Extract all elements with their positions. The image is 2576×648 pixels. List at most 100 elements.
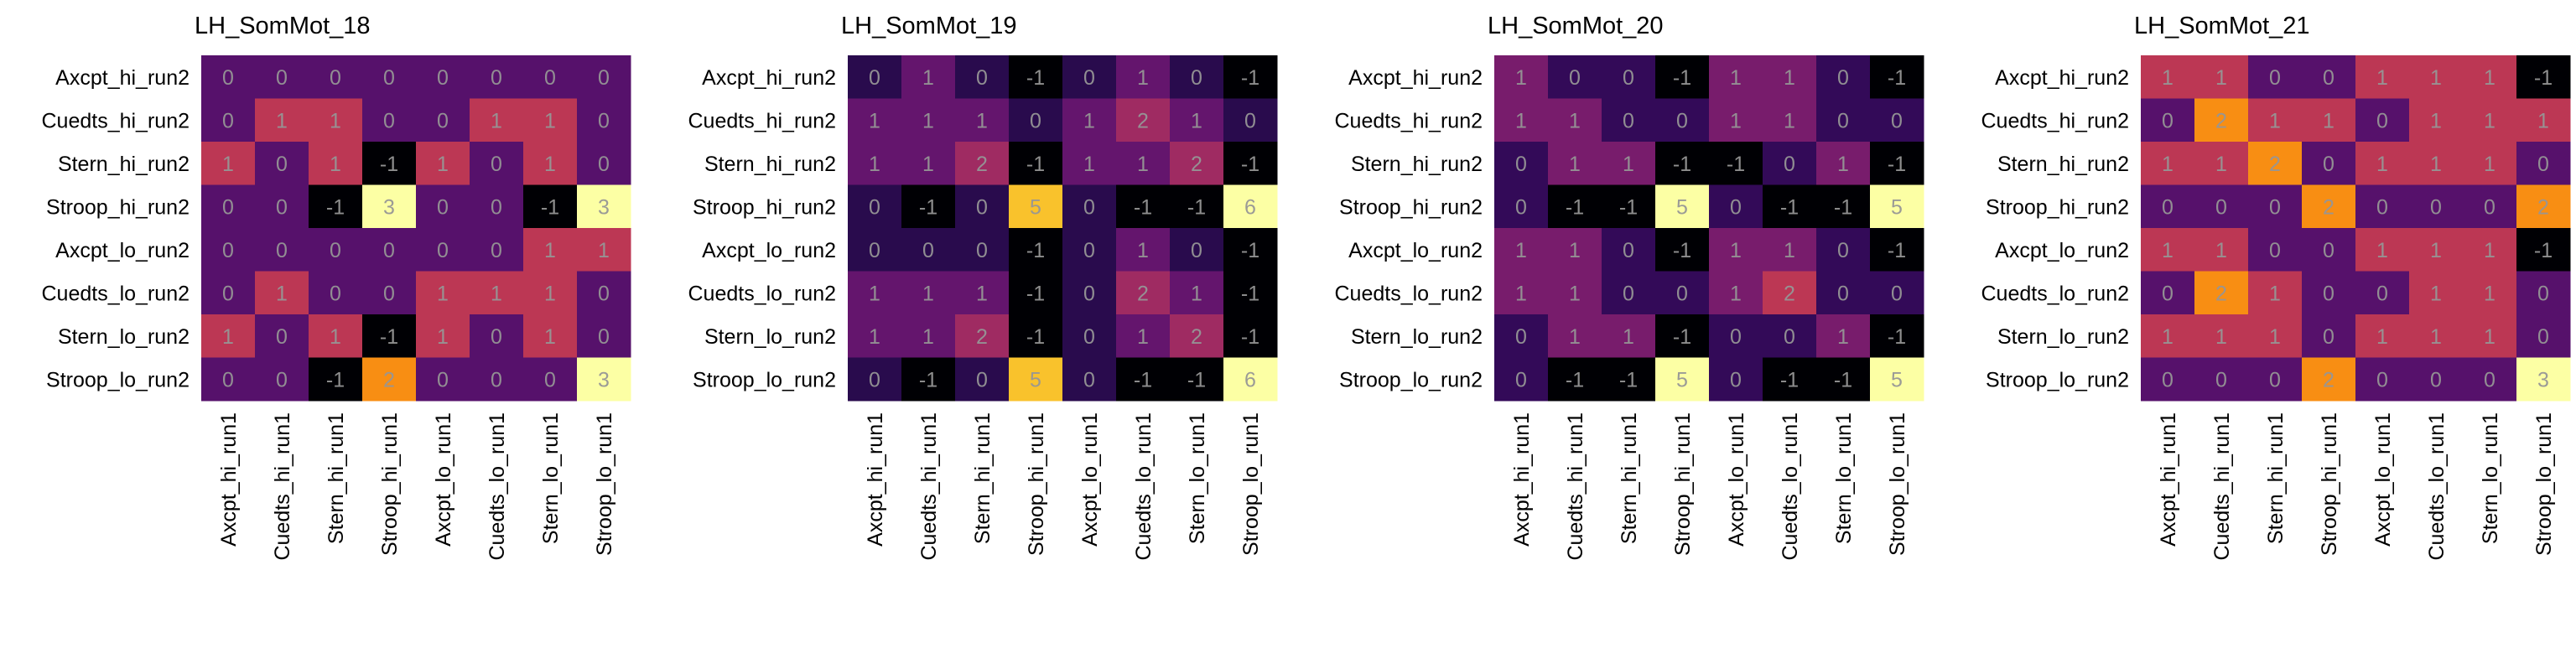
- cell-value-label: 1: [2484, 66, 2496, 90]
- panel-title: LH_SomMot_19: [841, 13, 1017, 39]
- cell-value-label: 1: [1623, 325, 1634, 349]
- cell-value-label: 0: [1891, 109, 1903, 132]
- heatmap-cell: [1870, 55, 1924, 99]
- column-label: Axcpt_lo_run1: [432, 412, 455, 547]
- heatmap-cell: [1009, 228, 1063, 272]
- cell-value-label: 1: [544, 239, 556, 262]
- cell-value-label: 0: [222, 195, 234, 219]
- heatmap-cell: [848, 55, 902, 99]
- heatmap-cell: [1548, 98, 1602, 143]
- cell-value-label: 0: [222, 368, 234, 391]
- heatmap-cell: [416, 357, 470, 402]
- heatmap-cell: [523, 271, 578, 315]
- heatmap-cell: [416, 142, 470, 185]
- heatmap-cell: [577, 98, 631, 143]
- cell-value-label: 1: [544, 109, 556, 132]
- heatmap-cell: [1816, 184, 1871, 229]
- cell-value-label: 0: [1515, 325, 1527, 349]
- heatmap-cell: [1870, 98, 1924, 143]
- heatmap-cell: [1548, 271, 1602, 315]
- cell-value-label: 0: [2269, 368, 2281, 391]
- heatmap-cell: [2409, 55, 2464, 99]
- cell-value-label: 2: [976, 325, 988, 349]
- cell-value-label: 0: [976, 368, 988, 391]
- heatmap-cell: [2463, 98, 2517, 143]
- cell-value-label: 1: [1623, 153, 1634, 176]
- heatmap-cell: [2409, 142, 2464, 185]
- cell-value-label: 1: [1837, 325, 1849, 349]
- cell-value-label: 2: [2269, 153, 2281, 176]
- cell-value-label: 1: [1191, 282, 1202, 305]
- heatmap-cell: [1709, 98, 1763, 143]
- heatmap-cell: [362, 55, 417, 99]
- cell-value-label: 1: [2269, 325, 2281, 349]
- heatmap-cell: [309, 184, 363, 229]
- heatmap-cell: [1494, 142, 1549, 185]
- heatmap-panel-3: LH_SomMot_20 1 0 0 -1 1 1 0 -1 1 1 0 0 1 1 0 0 0 1 1 -1 -1 0 1 -…: [1334, 13, 1924, 561]
- heatmap-cell: [577, 228, 631, 272]
- heatmap-cell: [362, 184, 417, 229]
- cell-value-label: 0: [1730, 325, 1742, 349]
- cell-value-label: 1: [2162, 153, 2174, 176]
- cell-value-label: -1: [1780, 195, 1799, 219]
- row-label: Stroop_lo_run2: [46, 368, 190, 391]
- cell-value-label: 1: [276, 109, 288, 132]
- column-label: Axcpt_hi_run1: [2157, 412, 2180, 547]
- heatmap-cell: [1655, 142, 1710, 185]
- cell-value-label: 1: [1569, 325, 1581, 349]
- cell-value-label: 1: [2430, 109, 2442, 132]
- heatmap-cell: [2463, 314, 2517, 358]
- heatmap-cell: [1655, 55, 1710, 99]
- cell-value-label: 0: [1891, 282, 1903, 305]
- cell-value-label: -1: [1134, 368, 1152, 391]
- cell-value-label: 0: [383, 282, 395, 305]
- heatmap-cell: [1170, 55, 1224, 99]
- cell-value-label: 1: [1569, 282, 1581, 305]
- heatmap-cell: [201, 142, 256, 185]
- heatmap-cell: [1494, 184, 1549, 229]
- cell-value-label: 2: [1784, 282, 1795, 305]
- heatmap-cell: [2141, 271, 2195, 315]
- cell-value-label: -1: [1187, 195, 1206, 219]
- heatmap-cell: [2463, 357, 2517, 402]
- column-label: Cuedts_lo_run1: [486, 412, 509, 561]
- cell-value-label: 1: [2215, 325, 2227, 349]
- cell-value-label: 0: [1623, 282, 1634, 305]
- cell-value-label: -1: [1134, 195, 1152, 219]
- column-label: Stroop_hi_run1: [1025, 412, 1048, 556]
- heatmap-cell: [1655, 314, 1710, 358]
- heatmap-cell: [1655, 271, 1710, 315]
- heatmap-cell: [362, 98, 417, 143]
- cell-value-label: 1: [1784, 66, 1795, 90]
- cell-value-label: 1: [2215, 239, 2227, 262]
- column-label: Stroop_lo_run1: [1886, 412, 1909, 556]
- heatmap-cell: [2248, 98, 2303, 143]
- heatmap-cell: [255, 142, 309, 185]
- heatmap-cell: [470, 314, 524, 358]
- cell-value-label: -1: [380, 325, 398, 349]
- heatmap-cell: [848, 142, 902, 185]
- cell-value-label: -1: [1888, 153, 1906, 176]
- heatmap-cell: [255, 314, 309, 358]
- heatmap-cell: [416, 271, 470, 315]
- heatmap-cell: [2302, 271, 2356, 315]
- heatmap-cell: [1009, 357, 1063, 402]
- cell-value-label: -1: [326, 195, 345, 219]
- cell-value-label: 0: [2430, 195, 2442, 219]
- cell-value-label: 1: [330, 153, 341, 176]
- heatmap-cell: [1816, 271, 1871, 315]
- heatmap-cell: [1602, 271, 1656, 315]
- cell-value-label: 0: [276, 66, 288, 90]
- heatmap-cell: [2463, 228, 2517, 272]
- column-label: Stroop_hi_run1: [2318, 412, 2341, 556]
- cell-value-label: 0: [2162, 368, 2174, 391]
- cell-value-label: -1: [380, 153, 398, 176]
- heatmap-cell: [1870, 314, 1924, 358]
- heatmap-cell: [523, 98, 578, 143]
- cell-value-label: -1: [1241, 66, 1259, 90]
- cell-value-label: 0: [222, 282, 234, 305]
- cell-value-label: 0: [1515, 195, 1527, 219]
- heatmap-cell: [1116, 271, 1171, 315]
- cell-value-label: 0: [2323, 325, 2334, 349]
- column-label: Stroop_lo_run1: [1239, 412, 1263, 556]
